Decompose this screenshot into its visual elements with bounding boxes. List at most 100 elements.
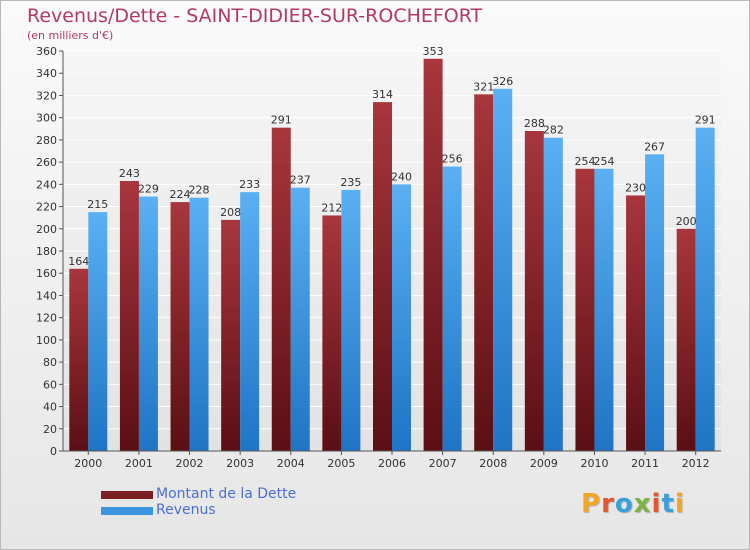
legend-label-revenus: Revenus [156,502,216,518]
x-tick-label: 2008 [479,457,507,470]
y-tick-label: 340 [36,67,57,80]
logo-letter: i [674,489,685,519]
bar-debt [626,195,646,451]
bar-revenus [442,166,462,452]
bar-debt [423,58,443,452]
bar-revenus [594,168,614,451]
bar-revenus [341,189,361,451]
x-tick-label: 2003 [226,457,254,470]
y-tick-label: 140 [36,289,57,302]
logo-letter: x [633,489,652,519]
bar-revenus [392,184,411,452]
bar-revenus [645,154,665,452]
proxiti-logo: Proxiti [581,489,685,519]
bar-revenus [138,196,158,451]
y-tick-label: 260 [36,156,57,169]
y-tick-label: 160 [36,267,57,280]
data-label: 291 [271,114,292,127]
x-tick-label: 2007 [429,457,457,470]
data-label: 164 [68,255,89,268]
x-tick-label: 2002 [176,457,204,470]
data-label: 235 [340,176,361,189]
data-label: 224 [170,188,191,201]
bar-debt [69,268,89,451]
x-tick-label: 2009 [530,457,558,470]
bar-debt [474,94,494,451]
x-tick-label: 2004 [277,457,305,470]
bar-revenus [290,187,310,451]
data-label: 267 [644,140,665,153]
data-label: 240 [391,170,412,183]
x-tick-label: 2011 [631,457,659,470]
x-tick-label: 2006 [378,457,406,470]
y-tick-label: 80 [43,356,57,369]
legend-label-debt: Montant de la Dette [156,486,297,502]
axes: 0 20 40 60 80 100 120 140 160 180 200 220 240 260 280 3… [36,45,721,470]
logo-letter: i [651,489,662,519]
logo-letter: o [614,489,634,519]
bar-debt [575,168,595,451]
bar-revenus [240,192,260,451]
data-label: 243 [119,167,140,180]
data-label: 230 [625,181,646,194]
y-tick-label: 220 [36,201,57,214]
y-tick-label: 360 [36,45,57,58]
bar-revenus [88,212,108,451]
bars [69,58,715,452]
y-tick-label: 200 [36,223,57,236]
logo-letter: t [661,489,675,519]
data-label: 215 [87,198,108,211]
bar-debt [524,131,544,451]
data-label: 237 [290,174,311,187]
x-tick-label: 2000 [74,457,102,470]
data-label: 212 [321,201,342,214]
data-label: 282 [543,124,564,137]
data-label: 291 [695,114,716,127]
y-tick-label: 60 [43,378,57,391]
y-tick-label: 300 [36,112,57,125]
data-label: 228 [189,184,210,197]
bar-debt [170,202,190,451]
chart-title: Revenus/Dette - SAINT-DIDIER-SUR-ROCHEFO… [27,5,483,27]
y-tick-label: 280 [36,134,57,147]
bar-debt [322,215,342,451]
bar-revenus [493,88,513,452]
bar-revenus [543,137,563,451]
y-tick-label: 40 [43,401,57,414]
legend-swatch-revenus [101,507,153,515]
y-tick-label: 120 [36,312,57,325]
data-label: 321 [473,80,494,93]
bar-debt [221,219,241,451]
data-label: 326 [492,75,513,88]
y-tick-label: 100 [36,334,57,347]
data-label: 208 [220,206,241,219]
bar-debt [373,102,392,451]
x-tick-label: 2010 [580,457,608,470]
x-tick-label: 2005 [327,457,355,470]
bar-debt [119,181,139,451]
y-tick-label: 20 [43,423,57,436]
y-tick-label: 180 [36,245,57,258]
data-label: 229 [138,183,159,196]
data-label: 254 [593,155,614,168]
data-label: 256 [442,153,463,166]
y-tick-label: 240 [36,178,57,191]
data-label: 200 [676,215,697,228]
bar-debt [271,127,291,452]
y-tick-label: 0 [50,445,57,458]
x-tick-label: 2001 [125,457,153,470]
data-label: 288 [524,117,545,130]
data-label: 254 [574,155,595,168]
bar-revenus [695,127,715,452]
x-tick-label: 2012 [682,457,710,470]
data-label: 353 [423,45,444,58]
data-label: 314 [372,88,393,101]
y-tick-label: 320 [36,89,57,102]
legend-swatch-debt [101,491,153,499]
logo-letter: r [601,489,615,519]
chart-subtitle: (en milliers d'€) [27,29,114,42]
bar-debt [676,228,696,451]
